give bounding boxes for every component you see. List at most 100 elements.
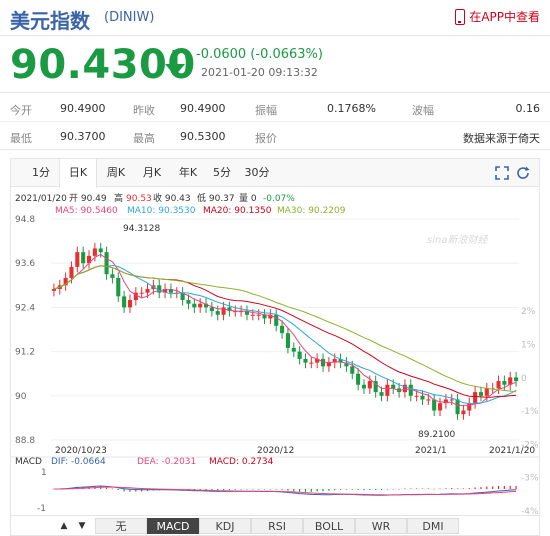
indicator-none[interactable]: 无 xyxy=(95,518,147,534)
candle-body xyxy=(110,274,115,278)
candle-body xyxy=(139,292,144,294)
max-annotation: 94.3128 xyxy=(123,224,160,234)
candle-body xyxy=(180,292,185,301)
x-tick-label: 2020/10/23 xyxy=(55,446,107,456)
candle-body xyxy=(221,307,226,315)
candle-body xyxy=(473,392,478,404)
candle-body xyxy=(402,384,407,393)
volatility-value: 0.16 xyxy=(515,102,541,115)
tab-weekly[interactable]: 周K xyxy=(106,166,126,179)
scroll-right-button[interactable]: ▼ xyxy=(78,521,86,531)
ma10-line xyxy=(53,264,517,405)
macd-bar xyxy=(486,486,488,489)
candle-body xyxy=(127,300,133,308)
chart-grid xyxy=(51,218,519,441)
y-tick-label: 88.8 xyxy=(15,436,35,446)
indicator-boll[interactable]: BOLL xyxy=(303,518,355,534)
y-tick-label: 94.8 xyxy=(15,215,35,225)
macd-bar xyxy=(240,489,242,490)
ma5-label: MA5: 90.5460 xyxy=(55,206,118,216)
macd-bar xyxy=(410,488,412,489)
info-high-label: 高 xyxy=(114,192,123,204)
tab-1min[interactable]: 1分 xyxy=(32,166,50,179)
macd-bar xyxy=(310,489,312,492)
macd-bar xyxy=(386,489,388,490)
scroll-left-button[interactable]: ▲ xyxy=(60,521,68,531)
macd-bar xyxy=(369,489,371,490)
candle-body xyxy=(461,410,466,415)
fullscreen-icon[interactable] xyxy=(495,166,509,180)
indicator-macd[interactable]: MACD xyxy=(147,518,199,534)
x-tick-label: 2020/12 xyxy=(257,446,294,456)
candle-body xyxy=(256,314,261,316)
macd-bar xyxy=(392,489,394,490)
candle-body xyxy=(262,314,267,319)
open-in-app-link[interactable]: 在APP中查看 xyxy=(455,8,540,25)
candles xyxy=(51,242,519,420)
macd-bar xyxy=(345,489,348,490)
info-open: 开 90.49 xyxy=(69,193,107,204)
candle-body xyxy=(508,377,513,385)
tab-monthly[interactable]: 月K xyxy=(142,166,162,179)
macd-bar xyxy=(275,489,277,490)
info-volume: 量 0 xyxy=(239,193,257,204)
candle-body xyxy=(192,303,197,308)
candle-body xyxy=(408,384,413,396)
candle-body xyxy=(163,288,168,293)
indicator-wr[interactable]: WR xyxy=(355,518,407,534)
ma30-line xyxy=(53,265,517,393)
tab-yearly[interactable]: 年K xyxy=(178,166,198,179)
candle-body xyxy=(332,358,337,363)
indicator-rsi[interactable]: RSI xyxy=(251,518,303,534)
candle-body xyxy=(496,381,501,389)
tab-30min[interactable]: 30分 xyxy=(244,166,270,179)
last-price: 90.4300 xyxy=(10,42,196,88)
macd-dea: DEA: -0.2031 xyxy=(137,457,196,467)
candle-body xyxy=(63,277,68,286)
candle-body xyxy=(203,303,209,308)
refresh-icon[interactable] xyxy=(515,165,531,181)
macd-bar xyxy=(252,489,254,490)
candle-body xyxy=(414,395,419,397)
x-tick-label: 2021/1/20 xyxy=(489,446,535,456)
pct-tick-label: 2% xyxy=(521,307,536,317)
macd-bar xyxy=(480,487,482,489)
y-tick-label: 91.2 xyxy=(15,348,35,358)
prev-close-label: 昨收 xyxy=(133,104,155,117)
candle-body xyxy=(274,314,279,326)
tab-daily[interactable]: 日K xyxy=(59,159,97,188)
macd-bar xyxy=(258,489,260,490)
candle-body xyxy=(437,403,443,411)
quote-timestamp: 2021-01-20 09:13:32 xyxy=(201,66,318,79)
quote-header: 美元指数 (DINIW) 在APP中查看 xyxy=(0,0,550,36)
macd-dif: DIF: -0.0664 xyxy=(51,457,106,467)
candle-body xyxy=(484,388,489,396)
period-tabs: 1分 日K 周K 月K 年K 5分 30分 xyxy=(11,159,539,188)
candle-body xyxy=(356,373,361,385)
macd-bar xyxy=(316,489,318,492)
macd-bar xyxy=(328,489,330,491)
candle-body xyxy=(309,362,314,364)
candle-body xyxy=(168,288,173,293)
macd-bar xyxy=(474,487,476,489)
down-arrow-icon xyxy=(165,50,185,76)
macd-dea-line xyxy=(53,486,517,496)
tab-5min[interactable]: 5分 xyxy=(213,166,231,179)
indicator-dmi[interactable]: DMI xyxy=(407,518,459,534)
macd-bar xyxy=(404,488,406,489)
phone-icon xyxy=(455,8,466,25)
amplitude-label: 振幅 xyxy=(255,104,277,117)
kline-chart[interactable]: 2021/01/20 开 90.49 高 90.53 收 90.43 低 90.… xyxy=(11,159,539,515)
candle-body xyxy=(122,296,127,308)
candle-body xyxy=(420,395,425,400)
macd-bar xyxy=(322,489,324,492)
x-tick-label: 2021/1 xyxy=(415,446,447,456)
chart-axes: 94.8 93.6 92.4 91.2 90 88.8 2% 1% 0 -1% -2% -3% -4% 2… xyxy=(11,215,539,515)
candle-body xyxy=(81,252,86,264)
macd-bar xyxy=(117,489,119,491)
macd-bar xyxy=(199,489,201,491)
candle-body xyxy=(92,248,97,256)
ma10-label: MA10: 90.3530 xyxy=(127,206,196,216)
indicator-kdj[interactable]: KDJ xyxy=(199,518,251,534)
candle-body xyxy=(157,285,162,293)
